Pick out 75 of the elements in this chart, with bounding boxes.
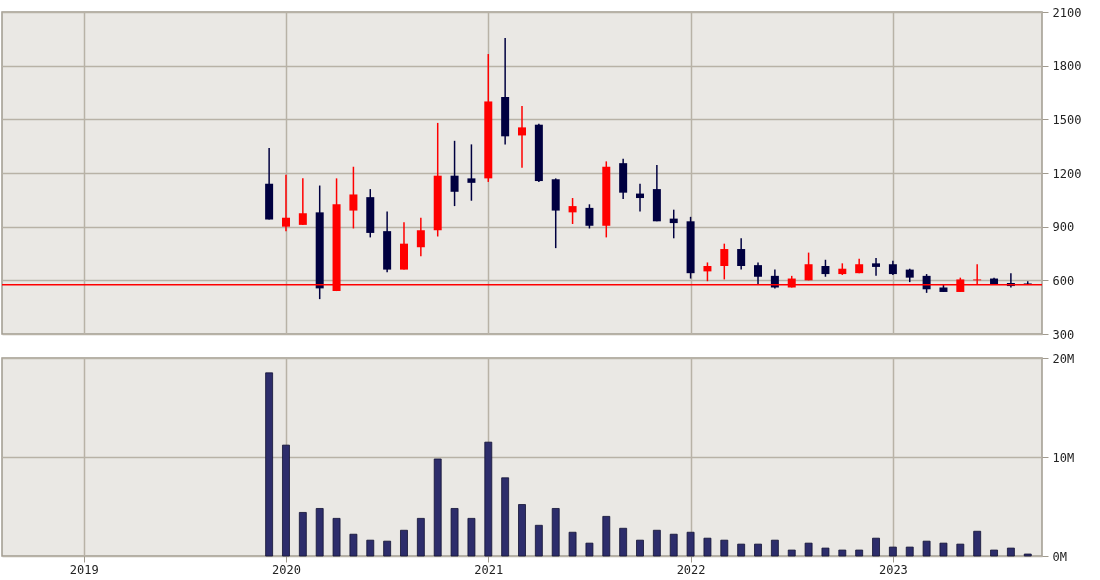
bar (888, 546, 897, 557)
bar (855, 549, 864, 557)
candlestick (298, 177, 307, 226)
candlestick (467, 143, 476, 202)
bar (416, 517, 425, 557)
y-tick-label: 300 (1052, 327, 1075, 342)
bar (433, 458, 442, 557)
bar (298, 512, 307, 557)
bar (518, 504, 526, 557)
y-tick-label: 10M (1052, 450, 1075, 465)
bar (1007, 547, 1015, 557)
bar (383, 540, 392, 557)
bar (484, 441, 493, 557)
bar (703, 537, 712, 557)
x-tick-label: 2022 (676, 562, 706, 577)
bar (737, 543, 746, 557)
bar (905, 546, 914, 557)
x-tick-label: 2020 (272, 562, 301, 577)
candlestick (585, 203, 594, 230)
bar (619, 527, 628, 557)
bar (349, 533, 358, 557)
candlestick (518, 105, 526, 169)
bar (770, 539, 779, 557)
bar (585, 542, 594, 557)
candlestick (281, 174, 290, 232)
y-tick-label: 600 (1052, 273, 1075, 288)
x-tick-label: 2021 (474, 562, 504, 577)
bar (551, 508, 560, 557)
bar (568, 531, 577, 557)
x-tick-label: 2019 (69, 562, 99, 577)
bar (939, 542, 948, 557)
bar (602, 516, 611, 557)
bar (804, 542, 813, 557)
bar (534, 524, 543, 557)
bar (821, 547, 830, 557)
candlestick (416, 216, 425, 257)
bar (332, 517, 341, 557)
bar (467, 517, 476, 557)
bar (754, 543, 762, 557)
candlestick (720, 242, 729, 281)
candlestick (754, 261, 763, 286)
x-tick-label: 2023 (878, 562, 908, 577)
bar (990, 549, 998, 557)
candlestick (450, 140, 459, 207)
bar (282, 444, 290, 557)
y-tick-label: 20M (1052, 351, 1075, 366)
candlestick (804, 251, 813, 282)
bar (838, 549, 847, 557)
y-tick-label: 1200 (1052, 166, 1082, 181)
candlestick (872, 257, 881, 277)
bar (501, 477, 510, 557)
bar (400, 529, 408, 557)
bar (686, 531, 695, 557)
bar (787, 549, 796, 557)
y-tick-label: 2100 (1052, 5, 1082, 20)
candlestick (568, 197, 577, 225)
bar (872, 537, 880, 557)
bar (652, 529, 661, 557)
bar (636, 539, 644, 557)
bar (669, 533, 678, 557)
bar (720, 539, 729, 557)
bar (315, 508, 324, 557)
candlestick (349, 165, 358, 230)
y-tick-label: 0M (1052, 549, 1067, 564)
bar (956, 543, 965, 557)
bar (366, 539, 375, 557)
y-tick-label: 900 (1052, 220, 1075, 235)
candlestick (703, 261, 712, 282)
bar (450, 508, 459, 557)
y-tick-label: 1800 (1052, 59, 1082, 74)
bar (922, 540, 931, 557)
bar (265, 372, 274, 557)
y-tick-label: 1500 (1052, 112, 1082, 127)
candlestick (737, 237, 746, 271)
bar (973, 530, 982, 557)
